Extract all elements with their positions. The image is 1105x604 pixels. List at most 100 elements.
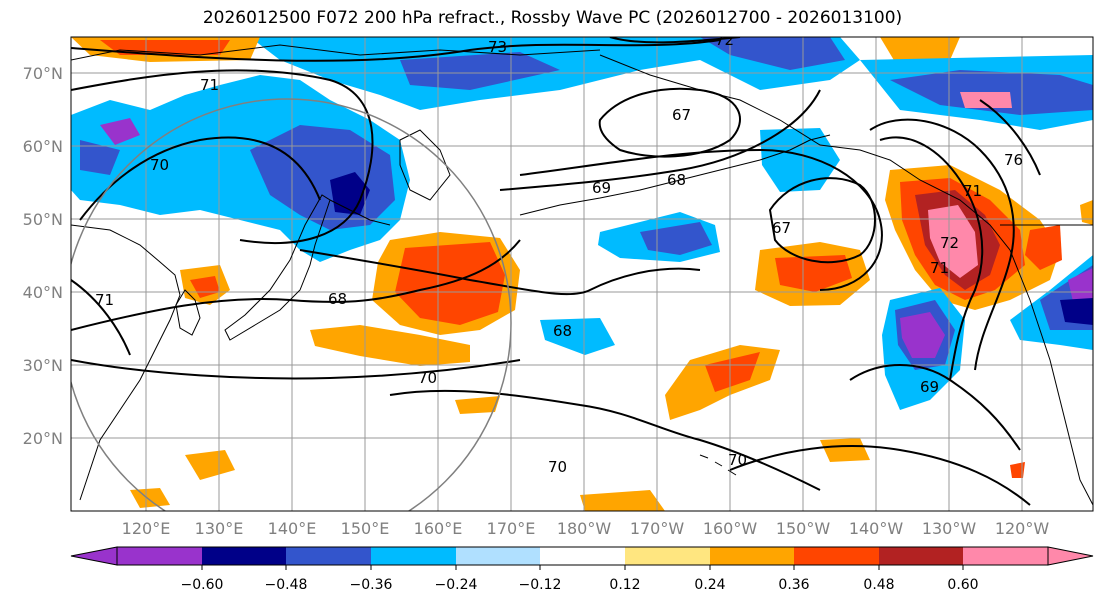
subtropical-positive-band [310, 325, 470, 366]
alaska-peninsula [759, 134, 831, 161]
aleutian-chain [519, 159, 761, 216]
lon-label: 120°E [122, 519, 171, 538]
colorbar-high-extend [1047, 546, 1094, 566]
contour-label: 70 [150, 156, 169, 174]
contour-label: 71 [200, 76, 219, 94]
contour-label: 73 [488, 38, 507, 56]
colorbar-segment [202, 547, 286, 565]
tropical-positive-southeast [820, 438, 870, 462]
figure-title: 2026012500 F072 200 hPa refract., Rossby… [202, 8, 903, 28]
contour-68-asia [71, 239, 521, 331]
lat-label: 50°N [23, 210, 63, 229]
colorbar-tick-label: 0.48 [863, 577, 894, 593]
contour-69 [499, 89, 821, 191]
korea-coast [175, 289, 201, 336]
tropical-positive-south [580, 490, 665, 511]
colorbar-segment [540, 547, 625, 565]
contour-label: 71 [930, 259, 949, 277]
lon-label: 130°E [195, 519, 244, 538]
arctic-negative-core [400, 52, 560, 90]
contour-label: 71 [95, 291, 114, 309]
asia-coast [71, 224, 181, 501]
colorbar-segment [710, 547, 794, 565]
reference-circle [71, 98, 512, 511]
contour-70-mid [71, 359, 521, 380]
arctic-east-core [700, 37, 845, 70]
colorbar-tick-label: 0.36 [778, 577, 809, 593]
contour-label: 69 [592, 179, 611, 197]
hawaii-islands [699, 454, 737, 476]
top-right-positive [880, 37, 960, 62]
contour-label: 68 [553, 322, 572, 340]
colorbar-segment [879, 547, 963, 565]
contour-72-north [609, 37, 741, 44]
colorbar-segment [117, 547, 202, 565]
contour-label: 70 [548, 458, 567, 476]
lon-label: 170°E [487, 519, 536, 538]
lon-label: 140°E [268, 519, 317, 538]
east-negative-purple [900, 312, 945, 358]
contour-label: 69 [920, 378, 939, 396]
contour-label: 70 [728, 451, 747, 469]
lat-axis: 70°N 60°N 50°N 40°N 30°N 20°N [23, 64, 63, 448]
lat-label: 60°N [23, 137, 63, 156]
far-east-darkblue [1060, 298, 1093, 325]
colorbar-segment [286, 547, 371, 565]
contour-label: 72 [715, 31, 734, 49]
lon-label: 160°E [414, 519, 463, 538]
lon-label: 120°W [995, 519, 1050, 538]
colorbar-tick-label: 0.60 [947, 577, 978, 593]
contour-label-group: 73 72 67 69 68 70 71 67 68 68 70 69 70 7… [95, 31, 1023, 476]
contour-label: 76 [1004, 151, 1023, 169]
lon-label: 180°W [557, 519, 612, 538]
colorbar-segment [456, 547, 540, 565]
contour-70-west [79, 136, 321, 221]
contours [71, 37, 1041, 506]
lon-label: 140°W [849, 519, 904, 538]
lon-label: 150°E [341, 519, 390, 538]
contour-label: 68 [328, 290, 347, 308]
colorbar-tick-label: 0.12 [609, 577, 640, 593]
contour-label: 72 [940, 234, 959, 252]
lat-label: 70°N [23, 64, 63, 83]
contour-label: 67 [672, 106, 691, 124]
contour-73-gulf [869, 118, 1015, 371]
east-small-positive-2 [1010, 462, 1025, 478]
small-negative-dots [540, 318, 615, 355]
colorbar-low-extend [70, 546, 118, 566]
map-panel: 73 72 67 69 68 70 71 67 68 68 70 69 70 7… [71, 31, 1093, 511]
coast-positive-east [1025, 225, 1062, 270]
colorbar-tick-label: −0.12 [519, 577, 562, 593]
colorbar-segment [794, 547, 879, 565]
tropical-positive-mid [455, 396, 500, 414]
colorbar-segment [625, 547, 710, 565]
contour-68 [299, 249, 701, 296]
contour-71-coast [879, 136, 984, 381]
northeast-pink [960, 92, 1012, 108]
colorbar: −0.60 −0.48 −0.36 −0.24 −0.12 0.12 0.24 … [70, 546, 1094, 593]
aleutian-negative [760, 128, 840, 192]
colorbar-segment [371, 547, 456, 565]
colorbar-tick-label: −0.36 [350, 577, 393, 593]
contour-label: 71 [963, 182, 982, 200]
contour-label: 68 [667, 171, 686, 189]
contour-73 [71, 39, 721, 62]
siberia-small-purple [100, 118, 140, 145]
colorbar-segment [963, 547, 1048, 565]
siberia-negative-deep [330, 172, 370, 215]
siberia-coast [71, 44, 601, 61]
colorbar-ticks [201, 565, 964, 570]
tropical-positive-west [185, 450, 235, 480]
shaded-fields [71, 37, 1093, 511]
contour-67-center [598, 87, 741, 158]
graticule [71, 37, 1093, 511]
contour-label: 70 [418, 369, 437, 387]
lon-label: 150°W [776, 519, 831, 538]
subtropical-positive-east-core [705, 352, 760, 392]
map-frame [70, 36, 1094, 512]
contour-67-east [768, 177, 876, 264]
contour-label: 67 [772, 219, 791, 237]
lat-label: 40°N [23, 283, 63, 302]
contour-69-east [849, 364, 1021, 451]
